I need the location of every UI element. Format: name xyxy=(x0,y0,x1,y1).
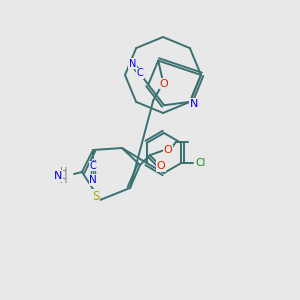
Text: H: H xyxy=(60,167,68,177)
Text: S: S xyxy=(92,190,100,202)
Text: C: C xyxy=(90,161,96,171)
Text: N: N xyxy=(89,175,97,185)
Text: N: N xyxy=(54,171,62,181)
Text: Cl: Cl xyxy=(195,158,206,168)
Text: C: C xyxy=(136,68,143,78)
Text: N: N xyxy=(190,99,198,109)
Text: O: O xyxy=(156,161,165,171)
Text: H: H xyxy=(60,175,68,185)
Text: N: N xyxy=(129,59,136,69)
Text: O: O xyxy=(164,145,172,155)
Text: O: O xyxy=(160,79,169,88)
